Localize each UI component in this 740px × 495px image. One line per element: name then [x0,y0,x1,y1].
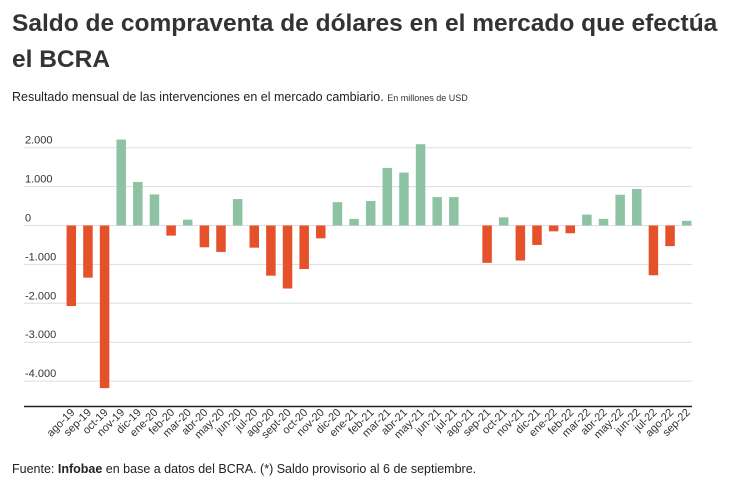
subtitle-text: Resultado mensual de las intervenciones … [12,90,384,104]
bar-sep-19 [83,225,93,278]
bar-mar-21 [382,167,393,226]
bar-dic-21 [532,225,542,245]
bar-ene-21 [349,218,359,226]
bar-ene-22 [548,225,559,232]
bar-ago-19 [66,225,77,307]
bar-sep-22 [681,220,692,226]
bar-oct-21 [498,217,509,226]
bar-ago-20 [266,225,276,276]
bar-jul-21 [449,197,459,226]
y-tick-label: -1.000 [25,251,56,263]
bar-feb-22 [565,225,576,234]
unit-note: En millones de USD [387,93,468,103]
bar-abr-21 [399,172,409,226]
bars-layer [66,139,692,389]
bar-nov-20 [316,225,326,239]
bar-oct-20 [299,225,309,270]
y-tick-label: -4.000 [25,368,56,380]
y-tick-label: 2.000 [25,135,53,147]
bar-jul-22 [648,225,659,276]
y-tick-label: 1.000 [25,174,53,186]
y-axis-ticks: 2.000 1.000 0 -1.000 -2.000 -3.000 -4.000 [25,135,56,380]
bar-abr-20 [199,225,210,248]
y-tick-label: -3.000 [25,329,56,341]
bar-jul-20 [249,225,260,248]
chart-title: Saldo de compraventa de dólares en el me… [12,10,718,73]
bar-jun-22 [632,188,642,226]
bar-may-22 [615,194,625,226]
bar-feb-21 [365,200,376,226]
source-footer: Fuente: Infobae en base a datos del BCRA… [12,462,476,476]
bar-ene-20 [149,194,160,226]
bar-mar-22 [582,214,592,226]
bar-oct-19 [99,225,110,389]
footer-rest: en base a datos del BCRA. (*) Saldo prov… [102,462,477,476]
bar-dic-19 [133,181,143,226]
bar-may-21 [415,144,426,226]
bar-jun-20 [232,199,243,226]
bar-mar-20 [182,219,193,226]
chart-subtitle: Resultado mensual de las intervenciones … [12,90,468,104]
bar-nov-19 [116,139,126,226]
footer-prefix: Fuente: [12,462,58,476]
bar-sep-21 [482,225,492,263]
footer-source: Infobae [57,462,103,476]
bar-dic-20 [332,202,343,226]
bar-sept-20 [282,225,293,289]
bar-may-20 [216,225,226,252]
y-tick-label: -2.000 [25,290,56,302]
bar-ago-22 [665,225,675,247]
bar-jun-21 [432,197,442,226]
x-axis-ticks: ago-19sep-19oct-19nov-19dic-19ene-20feb-… [45,407,693,441]
bar-abr-22 [598,218,609,226]
bar-nov-21 [515,225,526,261]
y-tick-label: 0 [25,213,31,225]
bar-feb-20 [166,225,176,236]
